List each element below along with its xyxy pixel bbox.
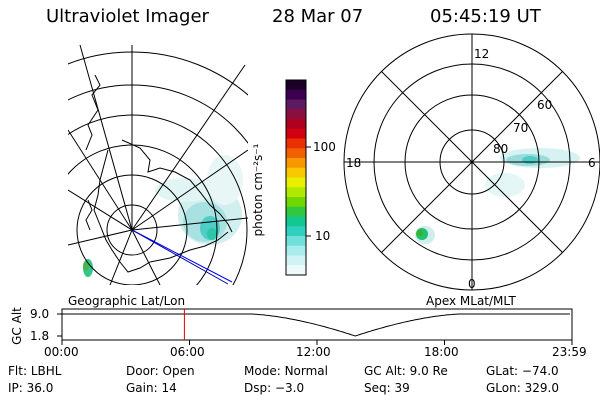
info-door: Door: Open	[126, 364, 195, 378]
info-glon-value: 329.0	[524, 381, 559, 395]
info-seq: Seq: 39	[364, 381, 410, 395]
colorbar-cells	[286, 80, 306, 276]
observation-date: 28 Mar 07	[272, 6, 364, 27]
info-dsp-value: −3.0	[274, 381, 305, 395]
geo-coastline	[85, 74, 233, 273]
info-glat-value: −74.0	[521, 364, 559, 378]
colorbar-cell	[286, 119, 306, 130]
mlat-label-60: 60	[537, 98, 553, 112]
colorbar-cell	[286, 255, 306, 266]
altitude-curve	[62, 313, 570, 337]
colorbar-cell	[286, 187, 306, 198]
info-glat: GLat: −74.0	[486, 364, 559, 378]
colorbar-cell	[286, 89, 306, 100]
colorbar-cell	[286, 245, 306, 256]
colorbar-cell	[286, 80, 306, 91]
geographic-map	[68, 45, 248, 285]
geo-track-line	[131, 229, 229, 285]
colorbar-cell	[286, 99, 306, 110]
geo-grid	[68, 45, 248, 285]
altitude-ytick-9: 9.0	[30, 307, 50, 321]
info-mode: Mode: Normal	[244, 364, 328, 378]
altitude-xtick-1800: 18:00	[424, 345, 459, 359]
mlt-label-0: 0	[468, 277, 476, 291]
colorbar	[285, 79, 311, 276]
altitude-ytick-1-8: 1.8	[30, 329, 50, 343]
mlat-label-70: 70	[513, 121, 529, 135]
colorbar-cell	[286, 206, 306, 217]
info-ip: IP: 36.0	[8, 381, 54, 395]
colorbar-cell	[286, 265, 306, 276]
colorbar-tick-label-10: 10	[315, 229, 331, 243]
colorbar-cell	[286, 236, 306, 247]
info-filter: Flt: LBHL	[8, 364, 62, 378]
mlt-label-18: 18	[346, 156, 362, 170]
mlat-label-80: 80	[493, 142, 509, 156]
apex-map	[343, 33, 600, 291]
app-title: Ultraviolet Imager	[46, 6, 209, 27]
mlt-label-6: 6	[588, 156, 596, 170]
colorbar-tick-label-100: 100	[313, 140, 336, 154]
colorbar-cell	[286, 197, 306, 208]
geo-track-line	[131, 229, 233, 283]
colorbar-cell	[286, 148, 306, 159]
geo-aurora-emission	[83, 155, 243, 277]
colorbar-unit-label: photon cm⁻²s⁻¹	[251, 143, 265, 237]
apex-aurora-emission	[415, 148, 580, 244]
colorbar-cell	[286, 138, 306, 149]
info-dsp: Dsp: −3.0	[244, 381, 305, 395]
info-filter-value: LBHL	[30, 364, 62, 378]
colorbar-cell	[286, 216, 306, 227]
altitude-xtick-1200: 12:00	[296, 345, 331, 359]
info-gc-alt: GC Alt: 9.0 Re	[364, 364, 448, 378]
colorbar-cell	[286, 226, 306, 237]
colorbar-cell	[286, 109, 306, 120]
info-gc-alt-value: 9.0 Re	[409, 364, 448, 378]
colorbar-cell	[286, 128, 306, 139]
info-glon: GLon: 329.0	[486, 381, 559, 395]
altitude-xtick-0600: 06:00	[170, 345, 205, 359]
colorbar-cell	[286, 158, 306, 169]
altitude-xtick-0000: 00:00	[44, 345, 79, 359]
colorbar-cell	[286, 177, 306, 188]
apex-grid	[343, 33, 600, 291]
info-ip-value: 36.0	[26, 381, 54, 395]
apex-map-label: Apex MLat/MLT	[426, 294, 516, 308]
observation-time: 05:45:19 UT	[430, 6, 541, 27]
mlt-label-12: 12	[474, 47, 490, 61]
altitude-ylabel: GC Alt	[10, 307, 24, 345]
info-seq-value: 39	[394, 381, 410, 395]
altitude-xtick-2359: 23:59	[552, 345, 587, 359]
altitude-x-ticks	[61, 340, 573, 345]
info-mode-value: Normal	[284, 364, 328, 378]
info-door-value: Open	[162, 364, 195, 378]
altitude-plot	[57, 308, 573, 345]
info-gain-value: 14	[161, 381, 177, 395]
colorbar-cell	[286, 167, 306, 178]
info-gain: Gain: 14	[126, 381, 177, 395]
geographic-map-label: Geographic Lat/Lon	[68, 294, 186, 308]
